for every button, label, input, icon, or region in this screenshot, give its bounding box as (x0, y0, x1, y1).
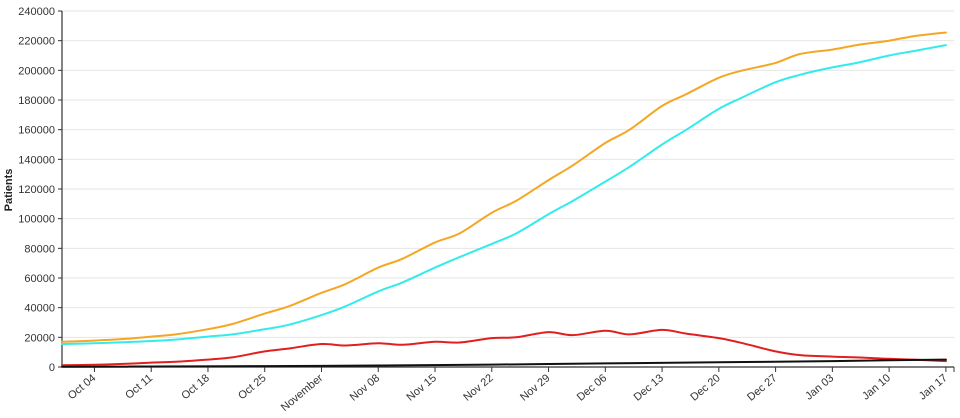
x-tick-label: Nov 29 (518, 372, 552, 404)
x-tick-label: November (279, 372, 326, 414)
series-line-2 (61, 44, 947, 345)
y-tick-label: 40000 (24, 303, 55, 315)
x-tick-label: Oct 25 (236, 372, 269, 402)
x-tick-label: Dec 20 (688, 372, 722, 404)
y-tick-label: 180000 (18, 95, 55, 107)
y-tick-label: 160000 (18, 125, 55, 137)
grid-lines (62, 10, 954, 338)
series-lines (61, 31, 947, 368)
series-line-3 (61, 328, 947, 367)
x-tick-label: Jan 10 (860, 372, 893, 402)
y-tick-label: 100000 (18, 214, 55, 226)
y-tick-label: 240000 (18, 6, 55, 18)
x-tick-label: Oct 04 (66, 372, 99, 402)
x-tick-label: Oct 18 (179, 372, 212, 402)
x-tick-label: Nov 08 (348, 372, 382, 404)
y-tick-label: 60000 (24, 273, 55, 285)
x-tick-label: Nov 22 (461, 372, 495, 404)
y-tick-label: 80000 (24, 243, 55, 255)
y-tick-label: 140000 (18, 154, 55, 166)
y-tick-label: 200000 (18, 65, 55, 77)
x-tick-label: Dec 13 (632, 372, 666, 404)
y-tick-label: 220000 (18, 36, 55, 48)
x-tick-label: Nov 15 (405, 372, 439, 404)
x-tick-label: Dec 27 (745, 372, 779, 404)
series-line-4 (61, 358, 947, 368)
y-axis-title: Patients (3, 169, 15, 212)
series-line-1 (61, 31, 947, 343)
y-tick-label: 0 (49, 362, 55, 374)
x-tick-label: Jan 03 (803, 372, 836, 402)
x-tick-label: Oct 11 (123, 372, 155, 402)
x-tick-label: Dec 06 (575, 372, 609, 404)
x-tick-label: Jan 17 (917, 372, 950, 402)
axes: 0 20000 40000 60000 80000 100000 120000 140000 1… (18, 6, 955, 414)
y-tick-label: 120000 (18, 184, 55, 196)
y-tick-label: 20000 (24, 332, 55, 344)
